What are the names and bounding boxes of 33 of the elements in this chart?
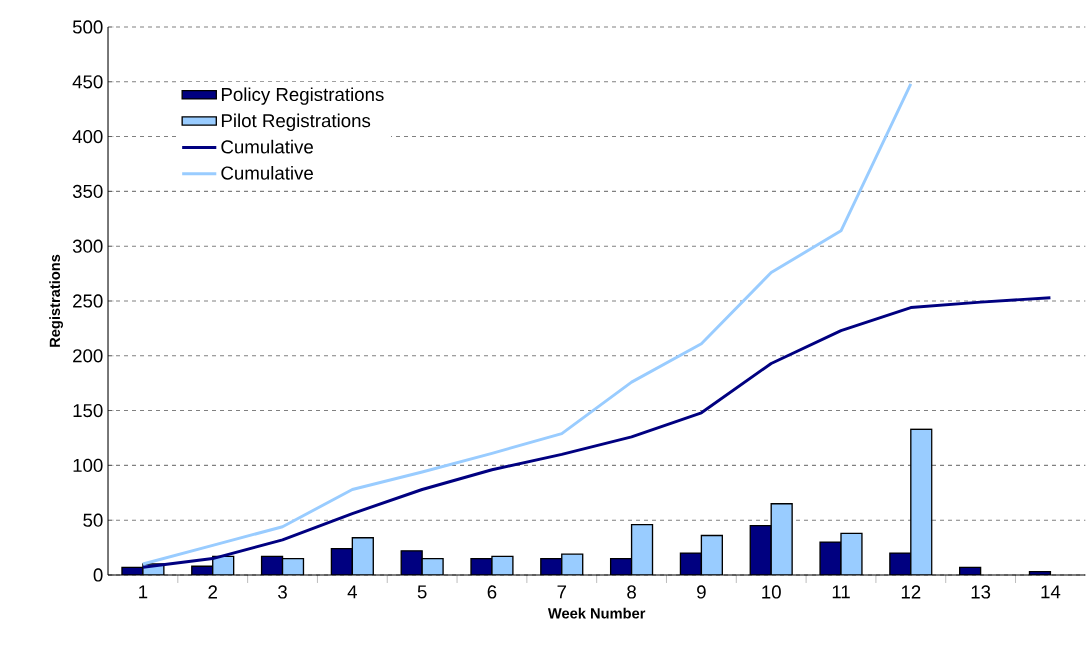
bar	[749, 524, 772, 575]
x-tick-label: 9	[697, 585, 706, 599]
x-tick-label: 8	[627, 585, 636, 599]
y-tick-label: 400	[72, 129, 103, 144]
y-tick-label: 450	[72, 75, 103, 89]
x-axis-title: Week Number	[547, 607, 646, 619]
legend-label: Cumulative	[221, 139, 313, 154]
y-tick-label: 150	[73, 403, 103, 418]
x-tick-label: 1	[139, 585, 148, 599]
x-tick-label: 12	[901, 585, 921, 599]
y-tick-label: 350	[72, 184, 103, 199]
bar	[330, 548, 354, 575]
y-tick-label: 200	[73, 349, 103, 363]
x-tick-label: 10	[762, 585, 781, 599]
y-tick-label: 500	[72, 20, 103, 34]
y-tick-label: 250	[73, 294, 103, 308]
legend-label: Cumulative	[221, 165, 313, 180]
x-tick-label: 3	[278, 585, 287, 599]
legend-label: Policy Registrations	[221, 87, 384, 105]
x-tick-label: 2	[208, 585, 217, 599]
x-tick-label: 11	[832, 585, 850, 599]
legend-label: Pilot Registrations	[221, 113, 371, 131]
y-tick-label: 300	[72, 239, 103, 253]
y-axis-title: Registrations	[49, 254, 64, 347]
x-tick-label: 7	[557, 585, 567, 599]
x-tick-label: 6	[487, 585, 497, 599]
y-tick-label: 100	[73, 458, 103, 472]
x-tick-label: 13	[971, 585, 991, 599]
y-tick-label: 0	[93, 568, 103, 582]
x-tick-label: 4	[347, 585, 357, 599]
x-tick-label: 14	[1041, 585, 1061, 599]
y-tick-label: 50	[83, 513, 103, 527]
x-tick-label: 5	[417, 585, 427, 599]
